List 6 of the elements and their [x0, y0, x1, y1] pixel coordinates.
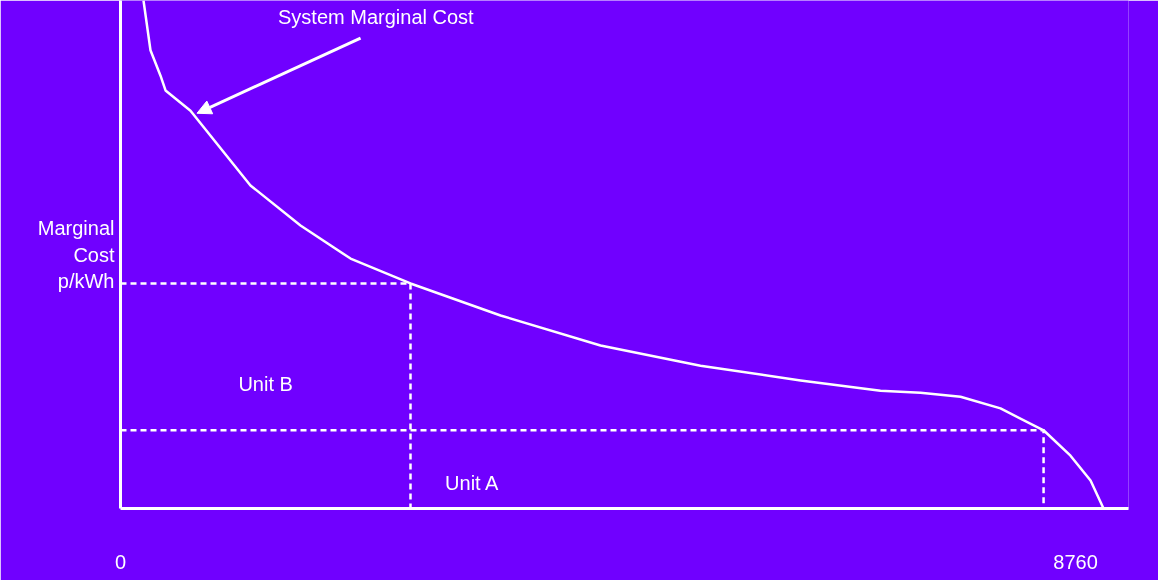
- annotation: Unit A: [445, 471, 500, 494]
- x-tick-label: 0: [114, 550, 127, 573]
- x-tick-label: 8760: [1053, 550, 1098, 573]
- annotation: Unit B: [238, 372, 293, 395]
- annotation: System Marginal Cost: [278, 5, 475, 28]
- y-axis-title: Marginal Cost p/kWh: [37, 217, 115, 292]
